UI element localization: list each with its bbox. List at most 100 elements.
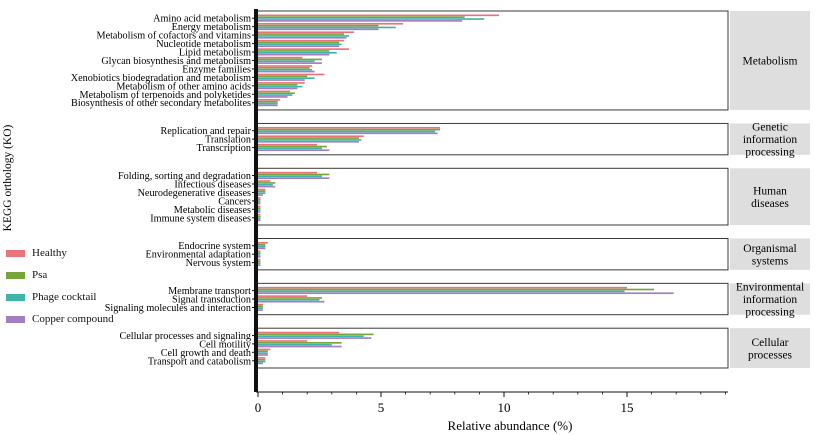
group-label-line: Organismal	[743, 243, 796, 255]
bar	[258, 68, 313, 71]
bar	[258, 85, 303, 88]
bar	[258, 348, 271, 351]
group-label-line: Cellular	[751, 337, 788, 349]
y-axis-title: KEGG orthology (KO)	[2, 124, 14, 231]
category-label: Metabolism of other amino acids	[116, 81, 251, 92]
bar	[258, 264, 261, 267]
bar	[258, 331, 340, 334]
bar	[258, 295, 308, 297]
bar	[258, 140, 359, 143]
bar	[258, 192, 266, 195]
bar	[258, 197, 261, 199]
bar	[258, 343, 332, 346]
category-label: Transport and catabolism	[148, 356, 251, 367]
category-label: Membrane transport	[168, 286, 251, 297]
x-tick-label: 10	[498, 400, 511, 415]
bar	[258, 175, 322, 178]
bar	[258, 79, 305, 81]
bar	[258, 199, 261, 201]
bar	[258, 360, 266, 363]
bar	[258, 337, 372, 339]
bar	[258, 31, 354, 34]
bar	[258, 256, 261, 258]
bar	[258, 245, 266, 248]
bar	[258, 147, 322, 150]
category-label: Signal transduction	[172, 295, 251, 306]
bar	[258, 290, 625, 293]
category-label: Infectious diseases	[174, 179, 251, 190]
group-label-line: processes	[748, 349, 793, 361]
bar	[258, 362, 263, 365]
legend-label: Phage cocktail	[32, 291, 97, 303]
legend-item: Copper compound	[6, 308, 156, 330]
bar	[258, 215, 261, 218]
group-label: Environmental information processing	[736, 282, 804, 319]
bar	[258, 33, 345, 35]
bar	[258, 252, 261, 254]
group-label: Human diseases	[751, 185, 789, 210]
bar	[258, 92, 295, 95]
bar	[258, 300, 325, 303]
bar	[258, 243, 266, 246]
axes: 0 5 10 15	[252, 9, 728, 415]
category-label: Signaling molecules and interaction	[105, 303, 251, 314]
bar	[258, 340, 308, 342]
group-label: Cellular processes	[748, 337, 793, 362]
bar	[258, 16, 465, 18]
bar	[258, 18, 485, 20]
bar	[258, 307, 263, 310]
legend-item: Healthy	[6, 242, 156, 264]
legend-label: Healthy	[32, 247, 67, 259]
x-tick-label: 0	[255, 400, 262, 415]
bar	[258, 36, 347, 39]
bar	[258, 305, 263, 308]
group-label-box	[730, 168, 810, 225]
bar	[258, 145, 327, 148]
category-label: Transcription	[196, 143, 251, 154]
bar	[258, 211, 261, 213]
group-label-line: Human	[753, 185, 787, 197]
bar	[258, 286, 627, 289]
bar	[258, 180, 271, 182]
category-label: Lipid metabolism	[179, 48, 251, 59]
group-label-line: information	[743, 134, 798, 146]
bar	[258, 345, 342, 348]
category-label: Energy metabolism	[172, 22, 251, 33]
group-label-line: processing	[745, 147, 794, 159]
bar	[258, 58, 322, 61]
bar	[258, 102, 278, 105]
category-label: Xenobiotics biodegradation and metabolis…	[71, 73, 251, 84]
category-label: Metabolic diseases	[174, 205, 251, 216]
bar	[258, 262, 261, 265]
bar	[258, 205, 261, 208]
group-label-line: Environmental	[736, 282, 804, 294]
group-label: Organismal systems	[743, 243, 796, 267]
legend-item: Psa	[6, 264, 156, 286]
bar	[258, 219, 261, 222]
category-label: Enzyme families	[182, 64, 251, 75]
bar	[258, 333, 374, 336]
bar	[258, 87, 298, 90]
bar	[258, 132, 438, 135]
bar	[258, 39, 345, 42]
bar	[258, 22, 404, 25]
bar	[258, 182, 276, 184]
bar	[258, 77, 315, 79]
bar	[258, 45, 340, 48]
group-label-box	[730, 11, 810, 110]
bar	[258, 214, 261, 216]
category-label: Nucleotide metabolism	[156, 39, 251, 50]
bar	[258, 52, 337, 54]
group-label-line: Genetic	[752, 122, 788, 134]
category-label: Immune system diseases	[150, 213, 251, 224]
category-label: Metabolism of cofactors and vitamins	[97, 31, 252, 42]
bar	[258, 342, 342, 344]
category-label: Cancers	[218, 196, 251, 207]
category-label: Nervous system	[186, 258, 251, 269]
bar	[258, 200, 261, 203]
bar	[258, 70, 315, 73]
bar	[258, 242, 268, 244]
bar	[258, 130, 436, 133]
bar	[258, 53, 330, 56]
